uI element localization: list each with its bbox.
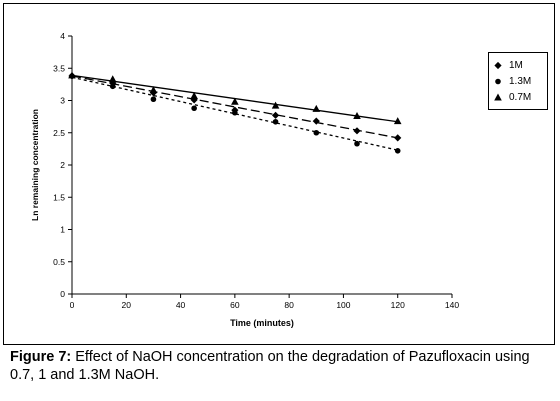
data-point-1.3M [313,129,320,136]
data-point-0.7M [149,86,158,94]
y-tick-label: 2.5 [53,128,65,138]
legend-marker [494,93,502,101]
data-point-1M [271,111,280,119]
legend-entry: 0.7M [493,90,531,104]
data-point-0.7M [353,111,361,119]
chart-legend: 1M 1.3M 0.7M [488,52,548,110]
data-point-0.7M [231,97,239,105]
y-axis-label: Ln remaining concentration [30,109,40,221]
figure-label: Figure 7: [10,349,72,365]
y-tick-label: 0 [60,289,65,299]
legend-label: 1M [509,59,523,71]
x-tick-label: 40 [176,300,186,310]
legend-marker [495,78,501,85]
data-point-1.3M [109,83,116,90]
y-tick-label: 3.5 [53,63,65,73]
data-point-1.3M [272,118,279,125]
legend-marker-icon [495,78,501,85]
data-point-1M [353,127,361,135]
chart-frame: 0 20 40 60 80 100 120 140 0 0.5 1 1.5 2 2.5 3 3.5 4 Time … [3,3,555,345]
data-point-0.7M [271,101,280,109]
legend-entry: 1.3M [493,74,531,88]
x-axis-label: Time (minutes) [230,318,294,328]
x-tick-label: 60 [230,300,240,310]
data-point-1M [312,117,320,125]
legend-marker-icon [494,93,502,101]
data-point-1M [394,134,402,142]
y-tick-label: 1.5 [53,192,65,202]
series-line-1M [71,75,398,139]
data-point-1.3M [354,140,360,147]
x-tick-label: 120 [391,300,405,310]
y-tick-label: 0.5 [53,257,65,267]
legend-marker-icon [494,61,502,70]
x-tick-label: 20 [122,300,132,310]
figure-caption-text: Effect of NaOH concentration on the degr… [10,349,530,383]
y-tick-label: 1 [60,225,65,235]
data-point-1.3M [394,148,401,154]
data-point-0.7M [393,117,402,125]
data-point-1.3M [232,109,238,116]
chart-canvas: 0 20 40 60 80 100 120 140 0 0.5 1 1.5 2 2.5 3 3.5 4 Time … [30,31,459,328]
data-point-1.3M [150,96,157,103]
legend-label: 1.3M [509,75,532,87]
figure-caption: Figure 7: Effect of NaOH concentration o… [10,348,555,384]
data-point-0.7M [108,75,117,83]
legend-label: 0.7M [509,91,532,103]
y-tick-label: 3 [60,96,65,106]
data-point-0.7M [312,104,321,112]
data-point-1.3M [191,105,197,112]
y-tick-label: 4 [60,31,65,41]
legend-entry: 1M [493,58,523,72]
x-tick-label: 80 [284,300,294,310]
x-tick-label: 0 [70,300,75,310]
x-tick-label: 100 [336,300,350,310]
data-point-0.7M [190,91,198,99]
data-point-0.7M [68,71,76,79]
legend-marker [494,61,502,70]
series-line-1.3M [71,76,398,151]
x-tick-label: 140 [445,300,459,310]
y-tick-label: 2 [60,160,65,170]
